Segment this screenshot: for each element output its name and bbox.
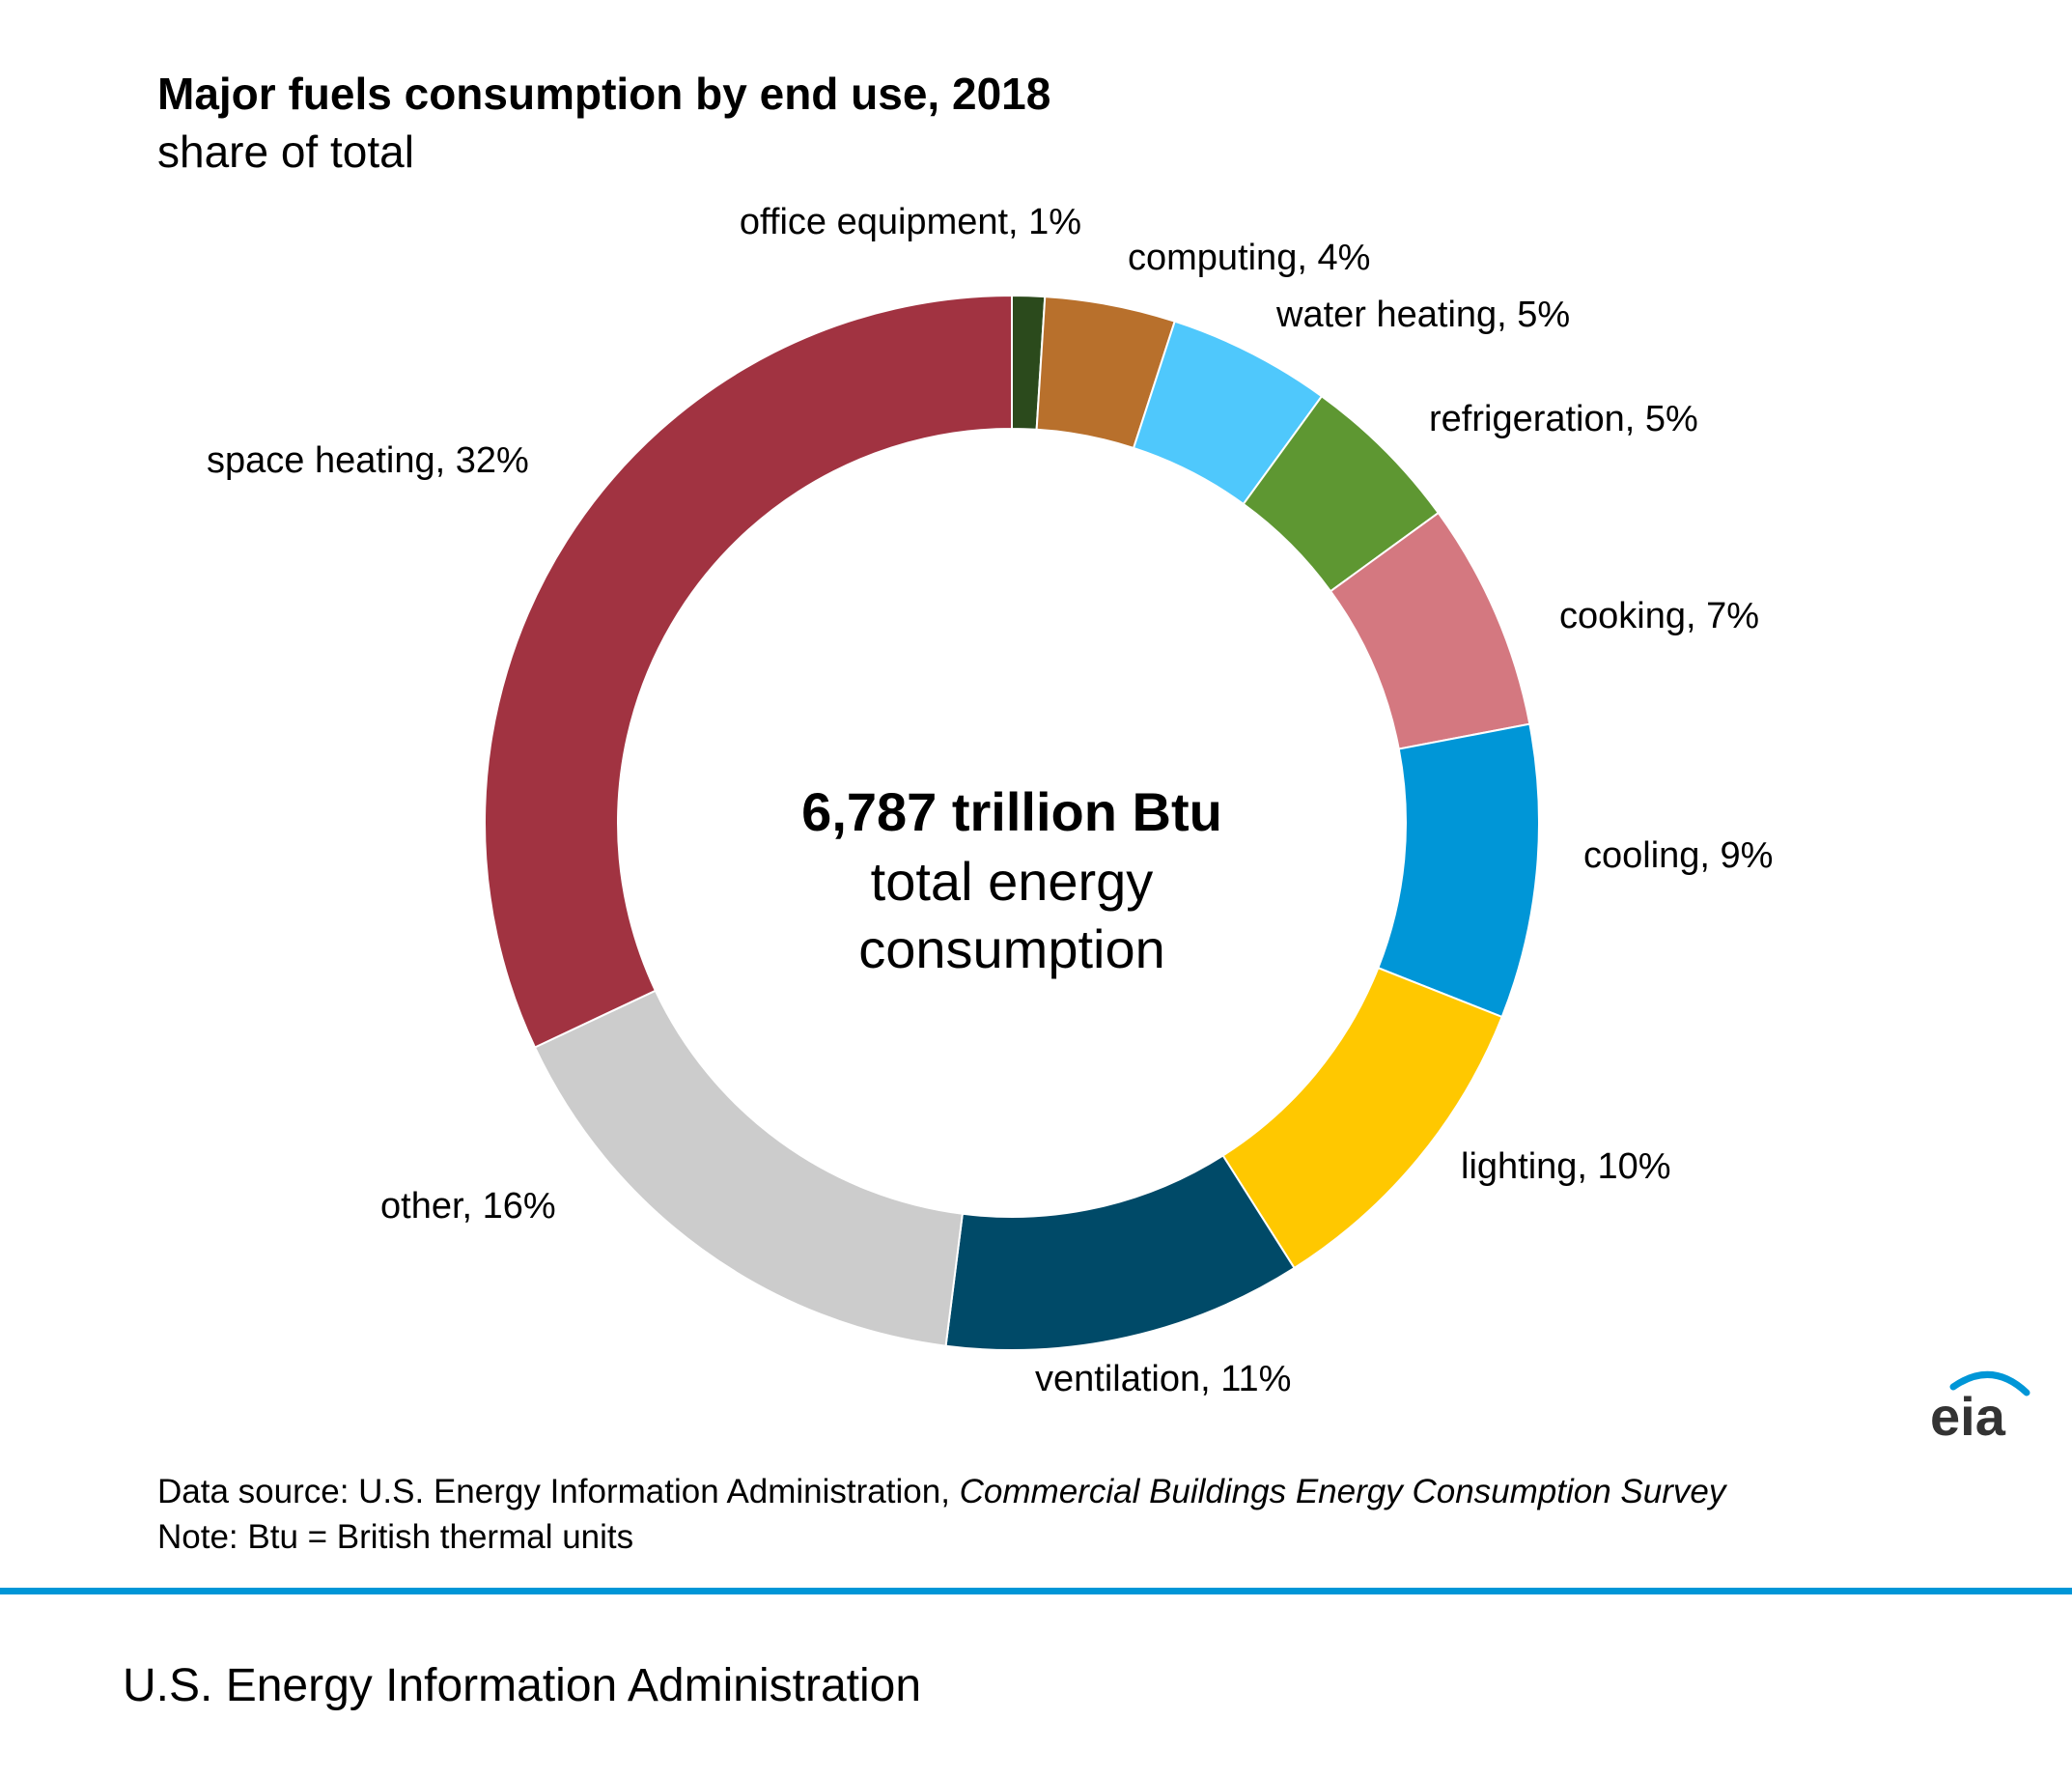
chart-subtitle: share of total xyxy=(157,127,414,177)
source-survey-name: Commercial Buildings Energy Consumption … xyxy=(959,1473,1726,1510)
slice-space-heating xyxy=(484,294,1013,1049)
label-cooking: cooking, 7% xyxy=(1559,596,1759,636)
eia-logo: eia xyxy=(1930,1371,2030,1441)
label-other: other, 16% xyxy=(380,1186,556,1227)
label-space-heating: space heating, 32% xyxy=(207,440,529,481)
logo-text: eia xyxy=(1930,1386,2006,1441)
source-prefix: Data source: U.S. Energy Information Adm… xyxy=(157,1473,960,1510)
logo-swoosh-icon xyxy=(1949,1371,2030,1396)
center-caption-line1: total energy xyxy=(871,851,1154,912)
label-ventilation: ventilation, 11% xyxy=(1035,1359,1291,1399)
label-lighting: lighting, 10% xyxy=(1461,1146,1671,1187)
donut-slices xyxy=(484,294,1540,1351)
center-caption-line2: consumption xyxy=(858,918,1165,979)
footer-divider xyxy=(0,1588,2072,1594)
label-refrigeration: refrigeration, 5% xyxy=(1429,399,1698,439)
slice-cooling xyxy=(1377,722,1540,1019)
slice-other xyxy=(533,989,964,1347)
slice-ventilation xyxy=(944,1154,1296,1351)
data-source: Data source: U.S. Energy Information Adm… xyxy=(157,1473,1725,1511)
btu-note: Note: Btu = British thermal units xyxy=(157,1518,634,1556)
label-cooling: cooling, 9% xyxy=(1583,835,1773,876)
label-water-heating: water heating, 5% xyxy=(1275,295,1570,335)
label-office-equipment: office equipment, 1% xyxy=(740,202,1081,242)
slice-labels: office equipment, 1% computing, 4% water h… xyxy=(207,202,1773,1399)
label-computing: computing, 4% xyxy=(1128,238,1370,278)
footer-agency-name: U.S. Energy Information Administration xyxy=(123,1660,922,1711)
center-total-value: 6,787 trillion Btu xyxy=(801,781,1222,842)
chart-title: Major fuels consumption by end use, 2018 xyxy=(157,69,1051,119)
